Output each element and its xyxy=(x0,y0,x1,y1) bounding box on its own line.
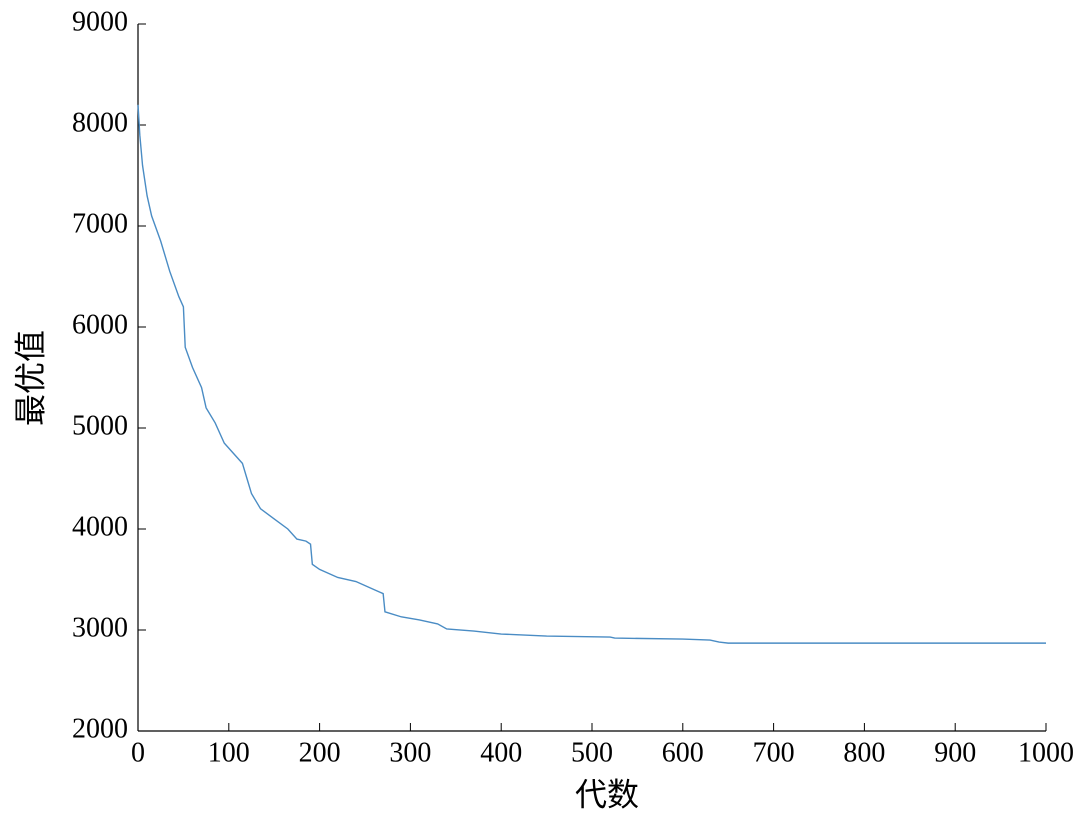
x-tick-label: 500 xyxy=(571,737,613,768)
x-tick-label: 300 xyxy=(389,737,431,768)
y-tick-label: 6000 xyxy=(72,309,128,340)
y-axis-label: 最优值 xyxy=(12,330,48,426)
y-tick-label: 8000 xyxy=(72,107,128,138)
x-tick-label: 400 xyxy=(480,737,522,768)
line xyxy=(137,104,1046,644)
x-axis-label: 代数 xyxy=(575,776,639,812)
x-tick-label: 600 xyxy=(662,737,704,768)
y-tick-label: 9000 xyxy=(72,6,128,37)
x-tick-label: 700 xyxy=(753,737,795,768)
x-tick-label: 100 xyxy=(208,737,250,768)
y-tick-label: 4000 xyxy=(72,511,128,542)
x-tick-label: 1000 xyxy=(1018,737,1074,768)
y-tick-label: 7000 xyxy=(72,208,128,239)
x-tick-label: 200 xyxy=(299,737,341,768)
y-tick-label: 2000 xyxy=(72,713,128,744)
x-tick-label: 800 xyxy=(843,737,885,768)
y-tick-label: 3000 xyxy=(72,612,128,643)
x-tick-label: 0 xyxy=(131,737,145,768)
y-tick-label: 5000 xyxy=(72,410,128,441)
x-tick-label: 900 xyxy=(934,737,976,768)
